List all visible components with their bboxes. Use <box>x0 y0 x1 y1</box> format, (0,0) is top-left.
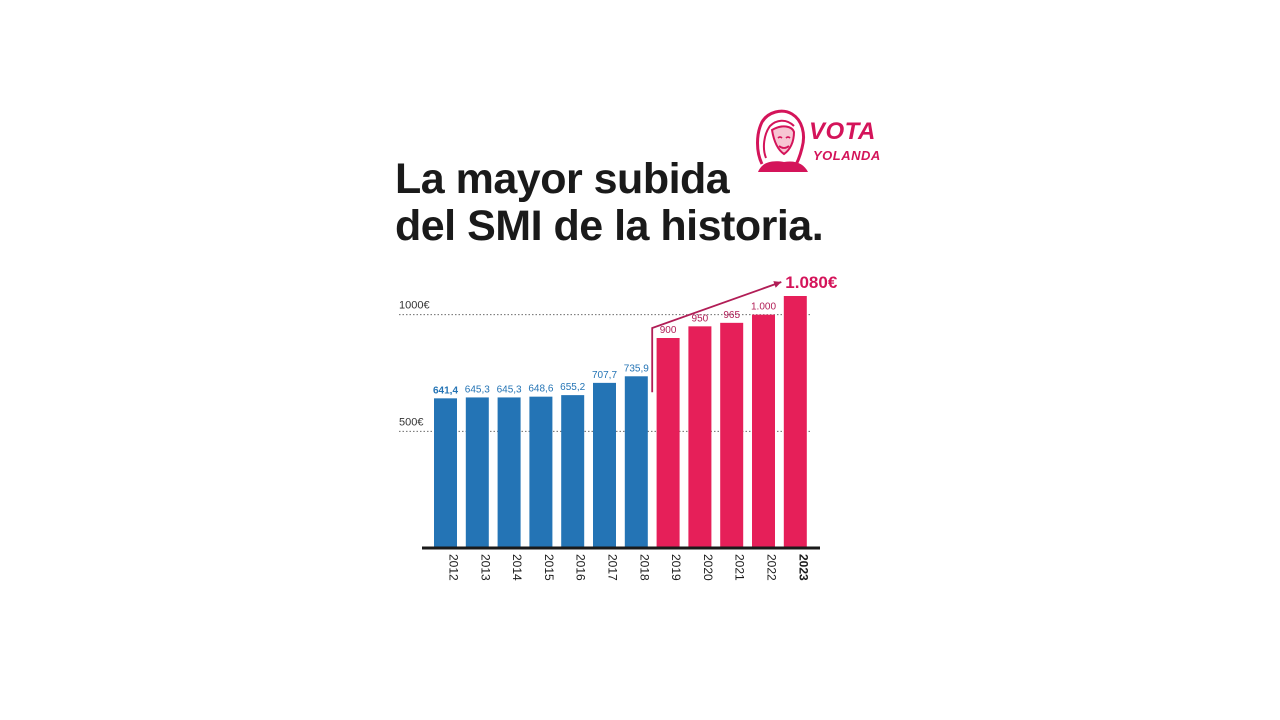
vota-yolanda-logo: VOTA YOLANDA <box>752 104 892 172</box>
x-label-2023: 2023 <box>796 554 810 581</box>
x-label-2022: 2022 <box>765 554 779 581</box>
bar-2022 <box>752 314 775 548</box>
x-label-2014: 2014 <box>510 554 524 581</box>
bar-2013 <box>465 397 489 548</box>
logo-vota-text: VOTA <box>809 118 876 145</box>
value-label-2012: 641,4 <box>433 385 458 396</box>
trend-arrow-head <box>773 281 782 288</box>
value-label-2017: 707,7 <box>592 370 617 381</box>
portrait-icon <box>756 109 808 172</box>
x-label-2013: 2013 <box>478 554 492 581</box>
bar-2017 <box>593 382 616 548</box>
x-label-2016: 2016 <box>574 554 588 581</box>
value-label-2014: 645,3 <box>497 384 522 395</box>
value-label-2023: 1.080€ <box>785 273 838 292</box>
value-label-2018: 735,9 <box>624 363 649 374</box>
title-line-2: del SMI de la historia. <box>395 202 824 250</box>
x-label-2015: 2015 <box>542 554 556 581</box>
bar-2016 <box>561 395 585 548</box>
logo-yolanda-text: YOLANDA <box>813 148 881 163</box>
bar-2023 <box>783 296 807 548</box>
value-label-2019: 900 <box>660 325 677 336</box>
bar-2020 <box>688 326 712 548</box>
value-label-2020: 950 <box>692 313 709 324</box>
trend-arrow-line <box>651 281 782 393</box>
bar-2015 <box>529 396 553 548</box>
value-label-2015: 648,6 <box>528 384 553 395</box>
x-label-2019: 2019 <box>669 554 683 581</box>
x-label-2020: 2020 <box>701 554 715 581</box>
x-label-2021: 2021 <box>733 554 747 581</box>
chart-title: La mayor subida del SMI de la historia. <box>395 156 875 250</box>
value-label-2021: 965 <box>723 310 740 321</box>
value-label-2016: 655,2 <box>560 382 585 393</box>
reference-label-1000: 1000€ <box>399 300 430 312</box>
value-label-2022: 1.000 <box>751 302 776 313</box>
bar-2019 <box>656 338 680 548</box>
x-label-2018: 2018 <box>637 554 651 581</box>
bar-2014 <box>497 397 521 548</box>
value-label-2013: 645,3 <box>465 384 490 395</box>
bar-2012 <box>434 398 457 548</box>
x-label-2017: 2017 <box>606 554 620 581</box>
title-line-1: La mayor subida <box>395 155 730 203</box>
bar-2018 <box>624 376 648 548</box>
x-label-2012: 2012 <box>447 554 461 581</box>
bar-2021 <box>720 322 744 548</box>
reference-label-500: 500€ <box>399 416 423 428</box>
